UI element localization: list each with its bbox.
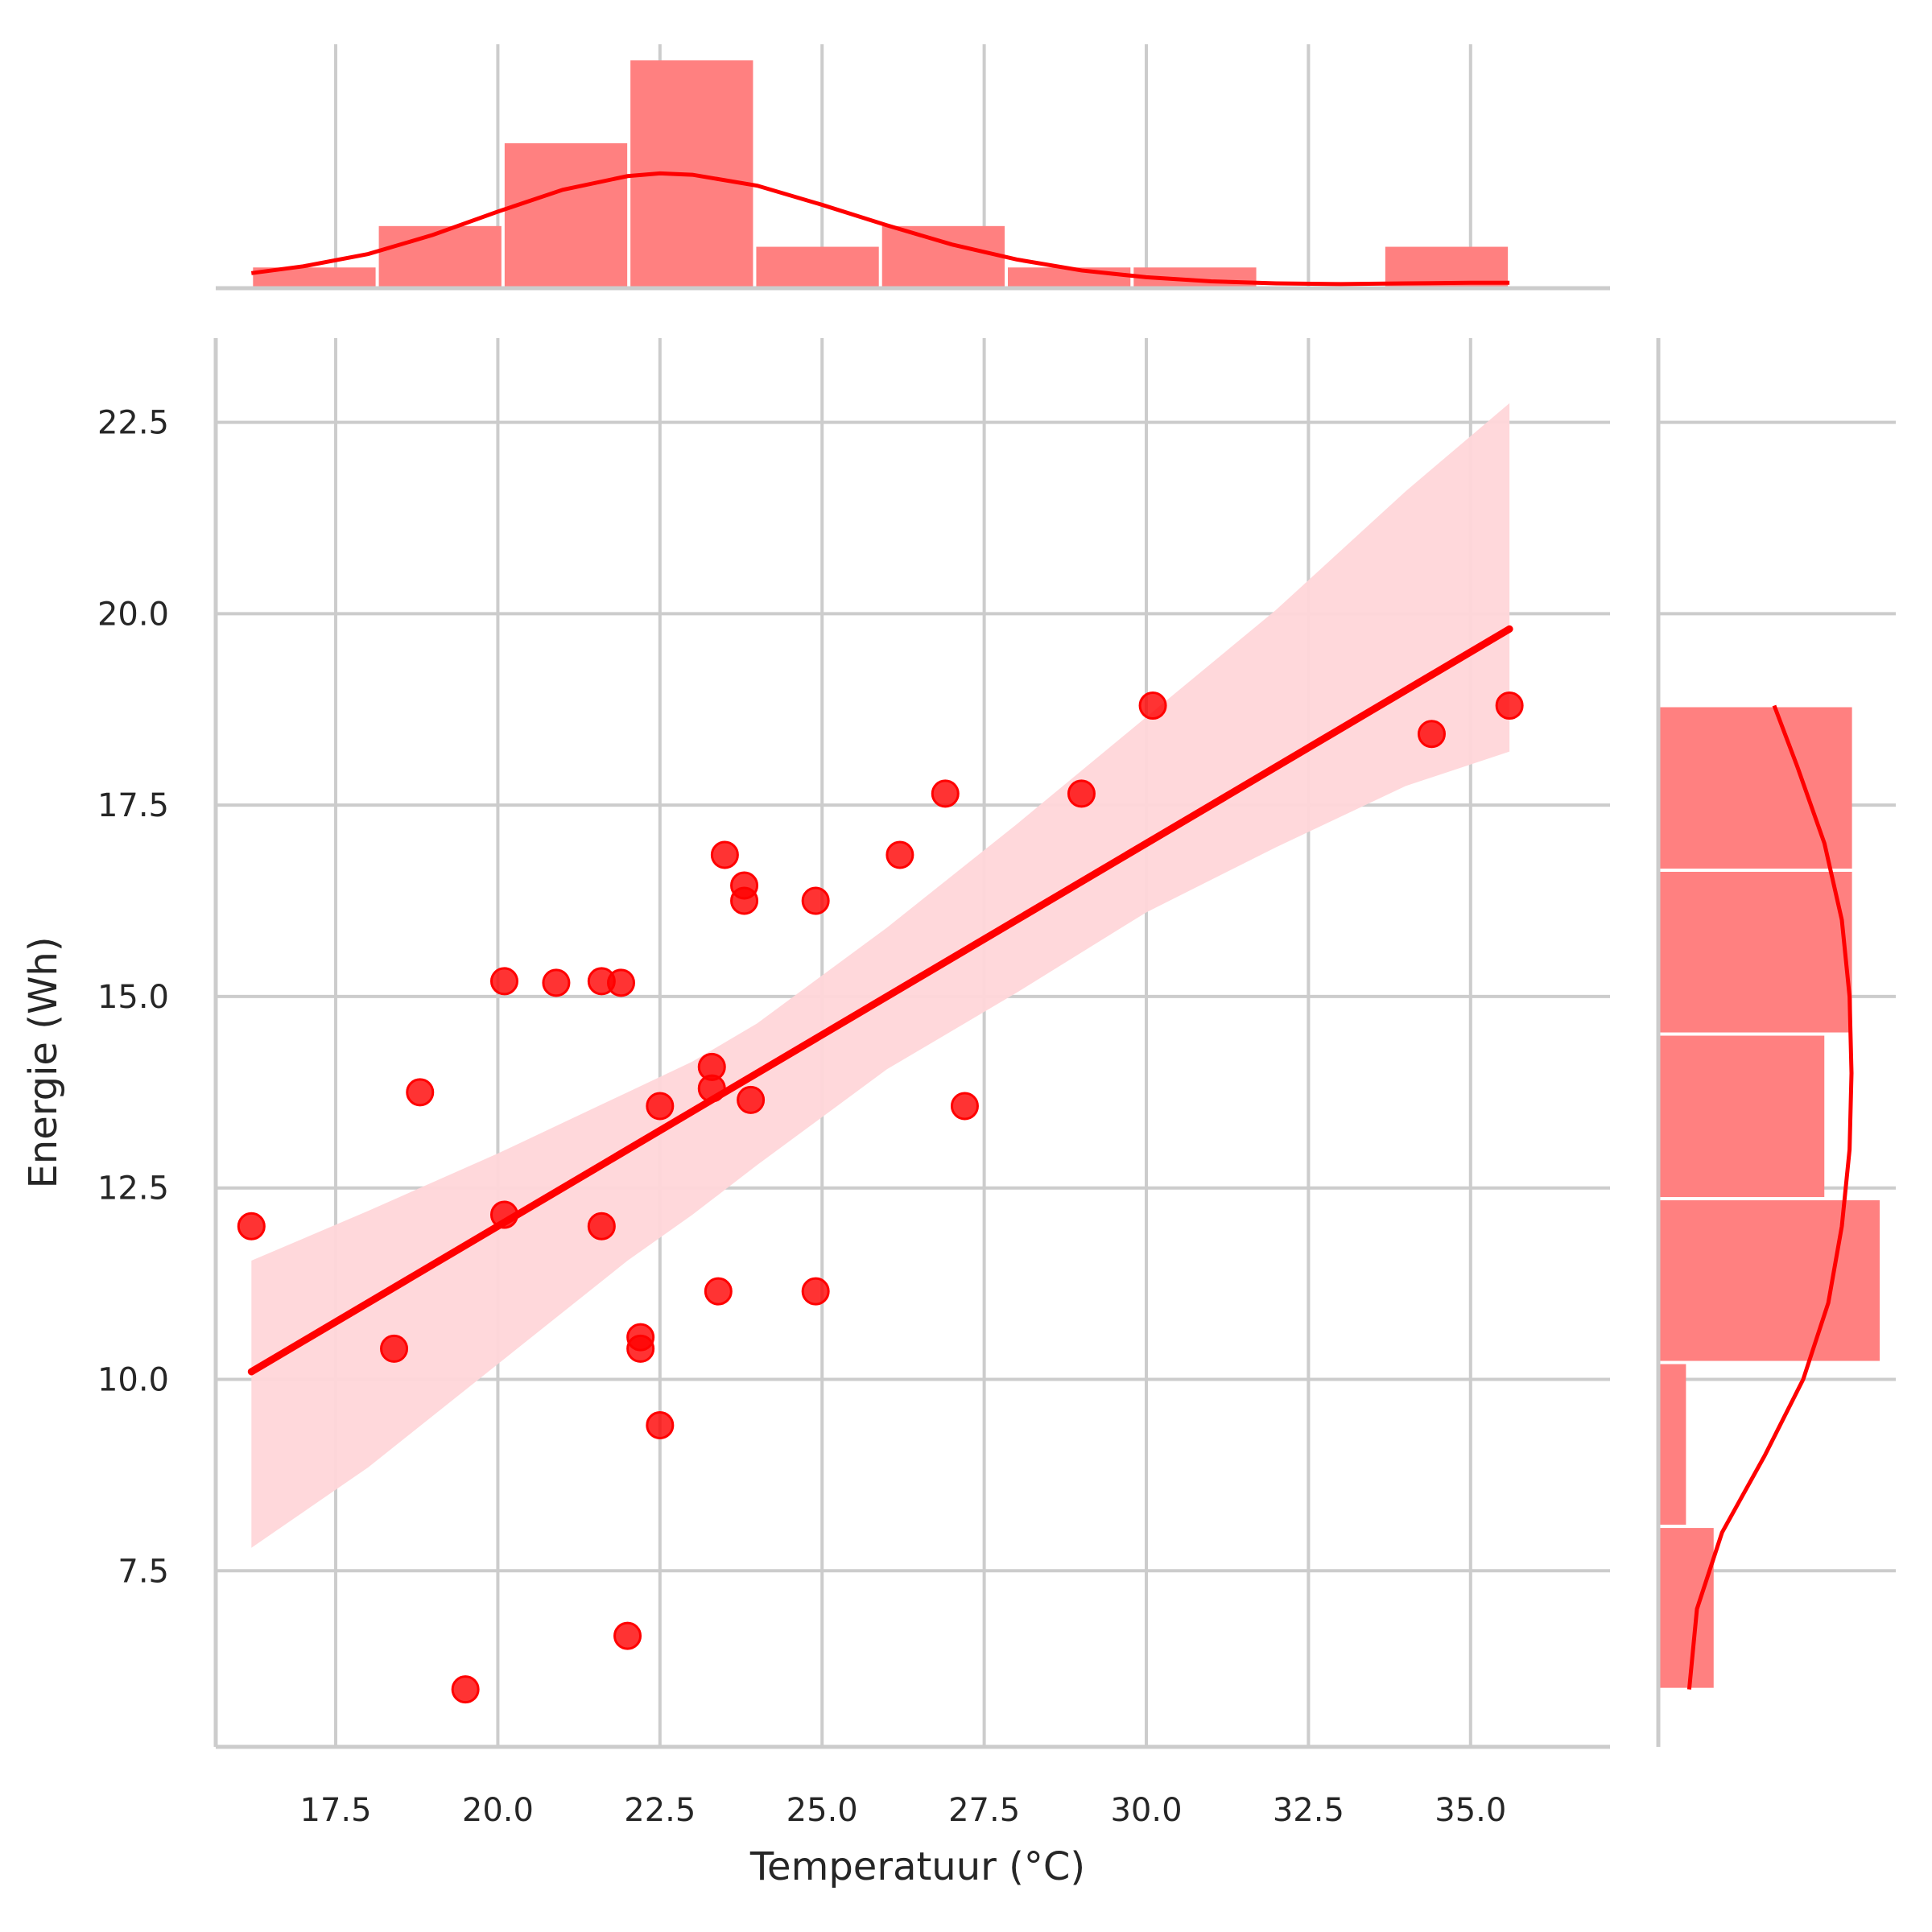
x-tick-label: 35.0 bbox=[1435, 1792, 1506, 1829]
regression-line bbox=[247, 625, 1513, 1376]
y-tick-label: 10.0 bbox=[97, 1361, 169, 1398]
scatter-point bbox=[646, 1411, 675, 1440]
confidence-band bbox=[251, 402, 1510, 1548]
y-axis-label: Energie (Wh) bbox=[21, 936, 66, 1188]
scatter-point bbox=[1417, 720, 1446, 749]
scatter-point bbox=[237, 1212, 266, 1241]
x-tick-label: 30.0 bbox=[1110, 1792, 1182, 1829]
y-tick-label: 20.0 bbox=[97, 596, 169, 633]
y-histogram-bar bbox=[1658, 872, 1852, 1033]
scatter-point bbox=[730, 886, 759, 915]
scatter-point bbox=[801, 1277, 830, 1306]
scatter-points bbox=[237, 691, 1524, 1704]
confidence-band-layer bbox=[251, 402, 1510, 1548]
tick-labels: 17.5 20.0 22.5 25.0 27.5 30.0 32.5 35.0 7.5 10.0 1… bbox=[97, 405, 1506, 1829]
scatter-point bbox=[1495, 691, 1524, 720]
x-histogram-bar bbox=[1008, 267, 1131, 288]
x-tick-label: 22.5 bbox=[624, 1792, 696, 1829]
x-histogram-bar bbox=[378, 225, 502, 288]
axis-spines bbox=[213, 286, 1661, 1749]
scatter-point bbox=[646, 1092, 675, 1121]
x-tick-label: 32.5 bbox=[1273, 1792, 1344, 1829]
scatter-point bbox=[380, 1334, 409, 1363]
scatter-point bbox=[697, 1074, 726, 1103]
y-tick-label: 12.5 bbox=[97, 1170, 169, 1208]
scatter-point bbox=[451, 1675, 480, 1704]
x-histogram bbox=[253, 60, 1509, 288]
scatter-point bbox=[606, 968, 635, 997]
x-axis-label: Temperatuur (°C) bbox=[749, 1844, 1085, 1889]
scatter-point bbox=[613, 1621, 642, 1650]
regression-line-layer bbox=[247, 625, 1513, 1376]
y-kde-curve bbox=[1686, 704, 1854, 1690]
scatter-point bbox=[489, 1200, 518, 1229]
scatter-point bbox=[406, 1078, 435, 1107]
scatter-point bbox=[931, 779, 960, 808]
y-histogram-bar bbox=[1658, 1364, 1686, 1525]
x-histogram-bar bbox=[504, 142, 628, 288]
scatter-point bbox=[1067, 779, 1096, 808]
x-tick-label: 27.5 bbox=[948, 1792, 1020, 1829]
y-tick-label: 15.0 bbox=[97, 979, 169, 1016]
y-tick-label: 7.5 bbox=[118, 1553, 169, 1590]
scatter-point bbox=[626, 1334, 655, 1363]
kde-curves bbox=[250, 171, 1854, 1690]
scatter-point bbox=[704, 1277, 733, 1306]
scatter-point bbox=[801, 886, 830, 915]
scatter-point bbox=[737, 1085, 766, 1114]
scatter-point bbox=[542, 968, 571, 997]
x-tick-label: 20.0 bbox=[462, 1792, 534, 1829]
x-histogram-bar bbox=[881, 225, 1005, 288]
y-tick-label: 22.5 bbox=[97, 405, 169, 442]
x-histogram-bar bbox=[756, 246, 879, 288]
scatter-point bbox=[1138, 691, 1167, 720]
x-kde-curve bbox=[250, 171, 1510, 287]
scatter-point bbox=[587, 1212, 616, 1241]
x-tick-label: 25.0 bbox=[786, 1792, 858, 1829]
y-histogram-bar bbox=[1658, 707, 1852, 869]
x-tick-label: 17.5 bbox=[300, 1792, 372, 1829]
scatter-point bbox=[886, 840, 914, 869]
y-histogram-bar bbox=[1658, 1528, 1714, 1688]
y-histogram-bar bbox=[1658, 1200, 1880, 1361]
scatter-point bbox=[710, 840, 739, 869]
scatter-point bbox=[950, 1092, 979, 1121]
scatter-point bbox=[489, 967, 518, 996]
y-tick-label: 17.5 bbox=[97, 787, 169, 824]
y-histogram bbox=[1658, 707, 1880, 1688]
y-histogram-bar bbox=[1658, 1035, 1825, 1198]
